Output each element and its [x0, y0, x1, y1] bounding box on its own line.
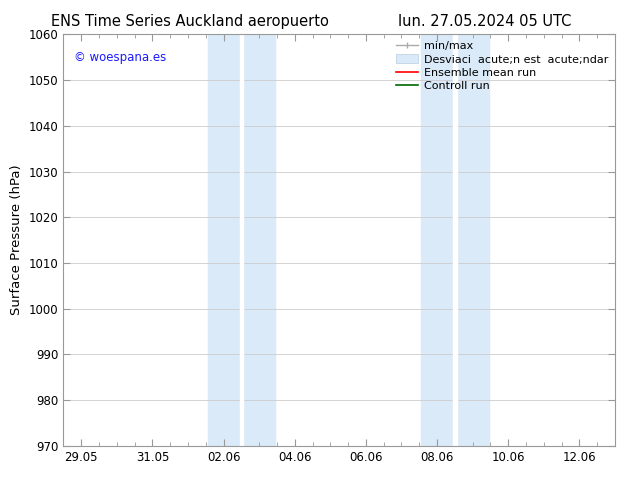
- Y-axis label: Surface Pressure (hPa): Surface Pressure (hPa): [10, 165, 23, 316]
- Text: lun. 27.05.2024 05 UTC: lun. 27.05.2024 05 UTC: [398, 14, 572, 29]
- Bar: [243, 34, 275, 446]
- Legend: min/max, Desviaci  acute;n est  acute;ndar, Ensemble mean run, Controll run: min/max, Desviaci acute;n est acute;ndar…: [392, 37, 612, 96]
- Text: ENS Time Series Auckland aeropuerto: ENS Time Series Auckland aeropuerto: [51, 14, 329, 29]
- Bar: [453, 34, 456, 446]
- Bar: [207, 34, 240, 446]
- Bar: [456, 34, 489, 446]
- Bar: [421, 34, 453, 446]
- Bar: [240, 34, 243, 446]
- Text: © woespana.es: © woespana.es: [74, 51, 167, 64]
